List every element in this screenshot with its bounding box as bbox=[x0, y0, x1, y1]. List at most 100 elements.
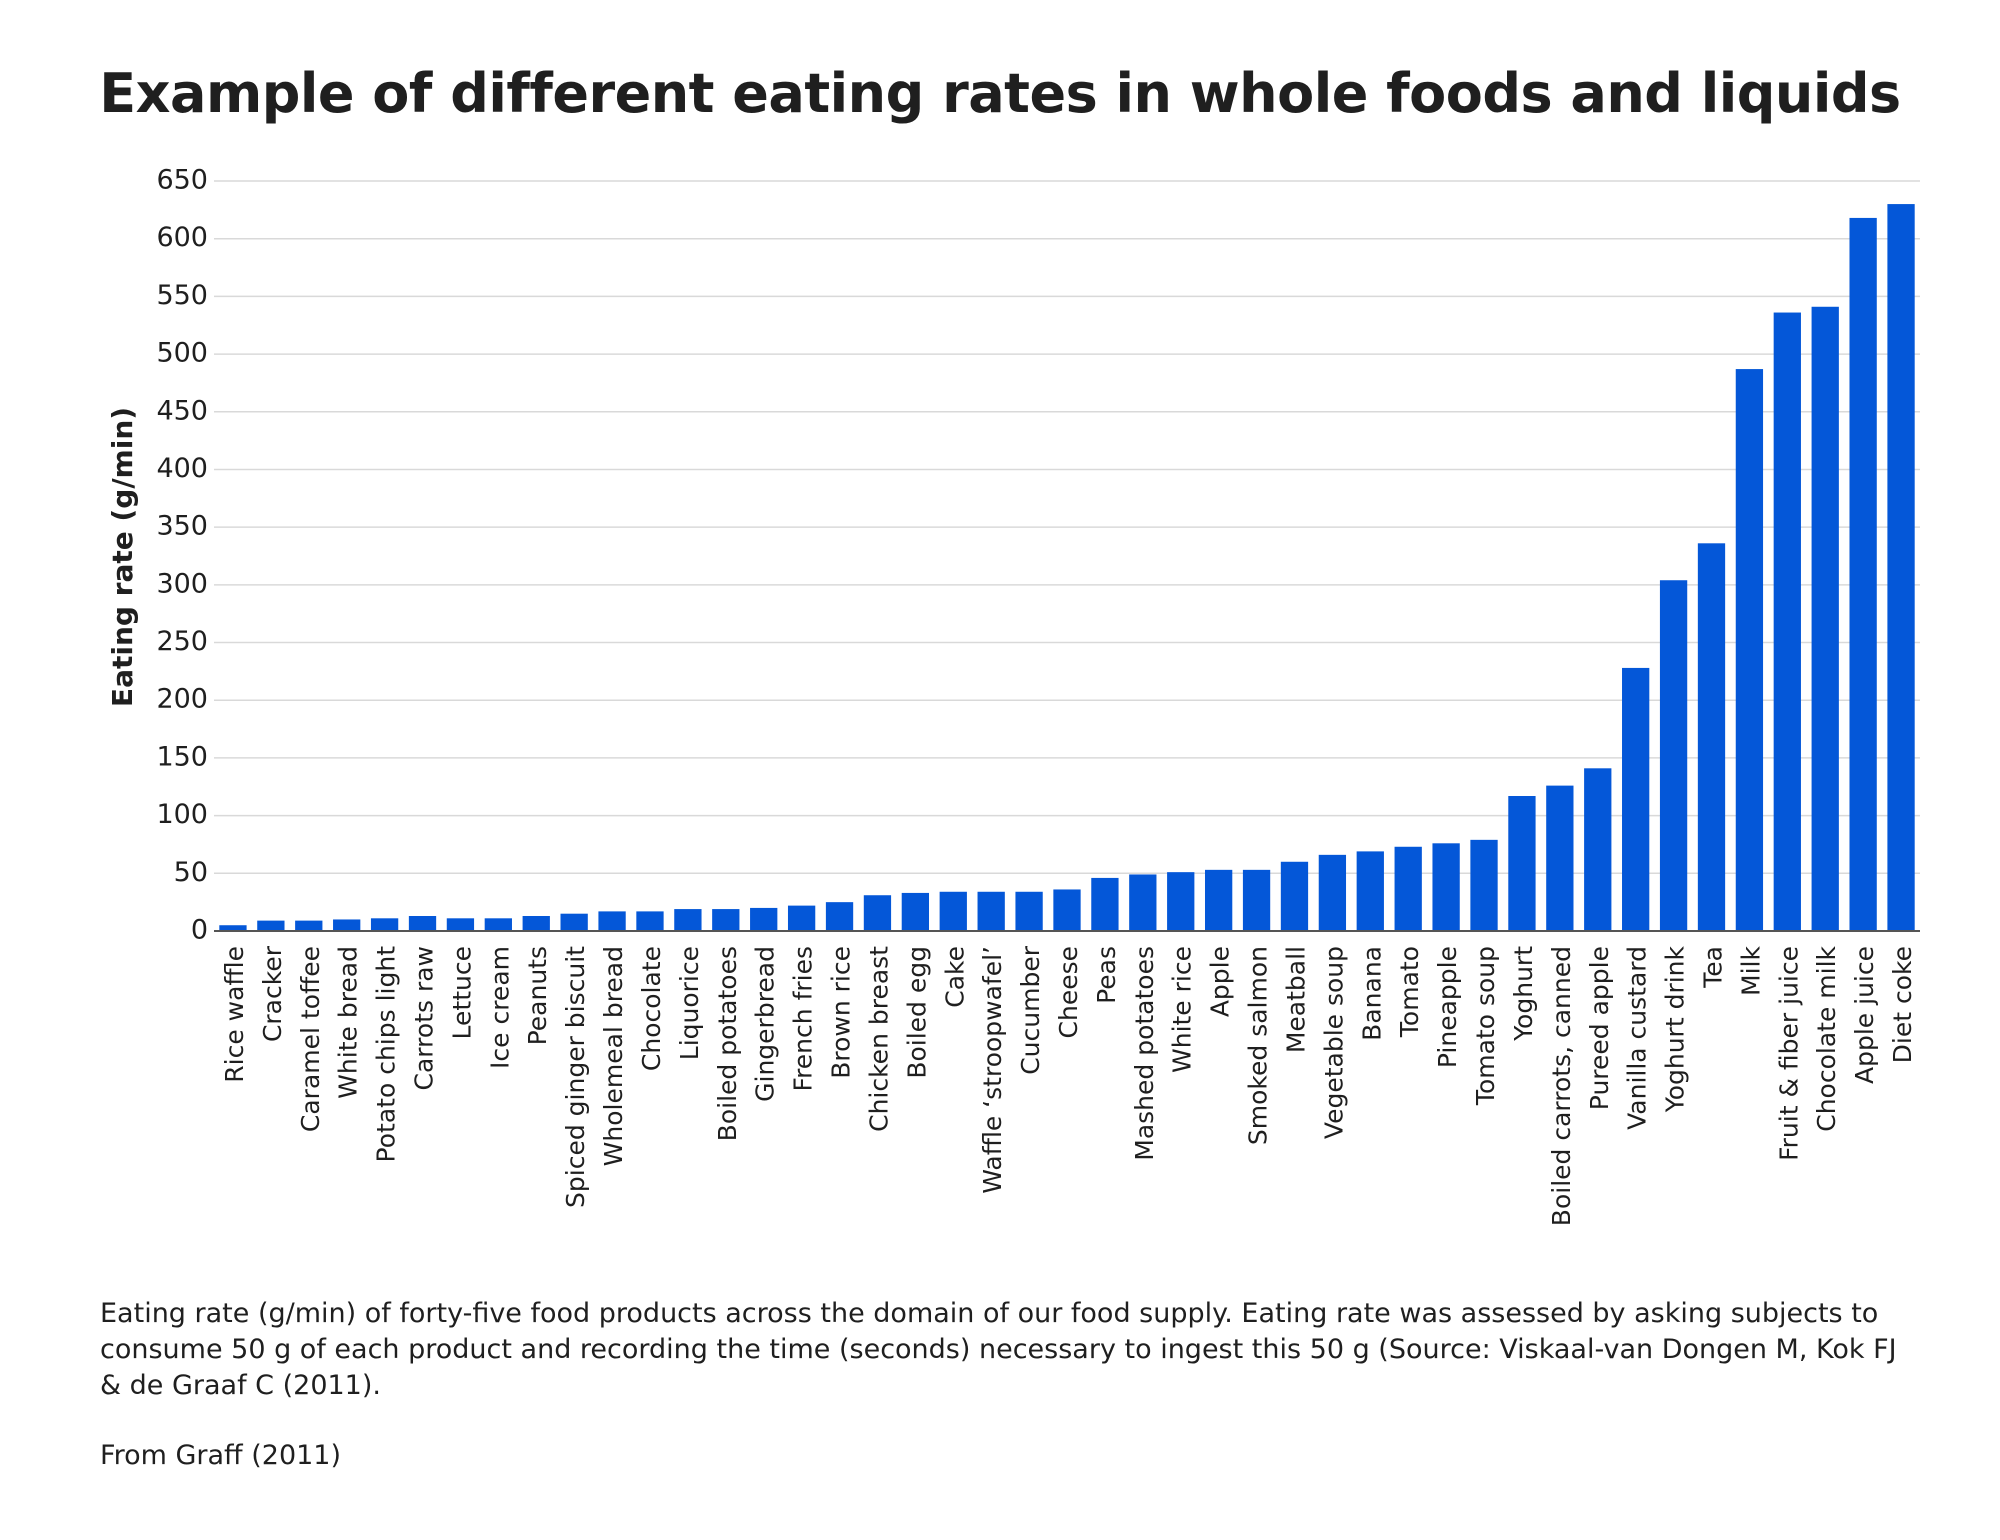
x-tick-label: Boiled egg bbox=[902, 946, 931, 1079]
x-tick-label: Tomato bbox=[1395, 946, 1424, 1038]
bar bbox=[484, 918, 512, 931]
y-tick-label: 100 bbox=[156, 799, 208, 830]
x-tick-label: Boiled carrots, canned bbox=[1547, 946, 1576, 1226]
y-tick-label: 0 bbox=[191, 915, 208, 946]
bar bbox=[1470, 839, 1498, 931]
x-tick-label: Lettuce bbox=[447, 946, 476, 1039]
y-tick-label: 300 bbox=[156, 568, 208, 599]
bar bbox=[863, 895, 892, 931]
bar bbox=[636, 911, 664, 931]
bar bbox=[1394, 846, 1422, 931]
x-tick-label: Chocolate milk bbox=[1812, 945, 1841, 1131]
bar bbox=[825, 902, 854, 931]
bar bbox=[1432, 843, 1460, 931]
x-tick-label: White bread bbox=[334, 946, 363, 1099]
bar bbox=[1204, 869, 1233, 931]
x-tick-label: Pureed apple bbox=[1585, 946, 1614, 1110]
bar bbox=[370, 918, 399, 931]
x-tick-label: Apple bbox=[1206, 946, 1235, 1017]
x-tick-label: Boiled potatoes bbox=[713, 946, 742, 1141]
x-tick-label: Yoghurt bbox=[1509, 946, 1538, 1042]
x-tick-label: Carrots raw bbox=[410, 946, 439, 1090]
x-tick-label: Vegetable soup bbox=[1319, 946, 1348, 1139]
bar bbox=[1508, 796, 1536, 931]
bar bbox=[1849, 217, 1877, 931]
x-tick-label: Cucumber bbox=[1016, 945, 1045, 1074]
x-tick-label: Milk bbox=[1736, 945, 1765, 995]
x-tick-label: Brown rice bbox=[827, 946, 856, 1079]
x-tick-label: Apple juice bbox=[1850, 946, 1879, 1084]
x-tick-label: Smoked salmon bbox=[1244, 946, 1273, 1145]
y-axis-label: Eating rate (g/min) bbox=[106, 407, 139, 707]
bar-chart: 050100150200250300350400450500550600650 … bbox=[106, 165, 1920, 1226]
x-tick-label: White rice bbox=[1168, 946, 1197, 1073]
bar bbox=[598, 911, 626, 931]
bar bbox=[219, 925, 247, 931]
bar bbox=[1887, 204, 1915, 932]
bar bbox=[1697, 543, 1726, 931]
x-tick-label: French fries bbox=[789, 946, 818, 1091]
gridlines bbox=[214, 180, 1920, 875]
x-tick-label: Rice waffle bbox=[220, 946, 249, 1083]
x-tick-label: Wholemeal bread bbox=[599, 946, 628, 1166]
bar bbox=[1242, 869, 1271, 931]
bar bbox=[1015, 891, 1043, 931]
x-tick-label: Liquorice bbox=[675, 946, 704, 1060]
x-tick-label: Tomato soup bbox=[1471, 946, 1500, 1106]
bar bbox=[977, 891, 1005, 931]
y-tick-label: 150 bbox=[156, 741, 208, 772]
y-tick-label: 400 bbox=[156, 453, 208, 484]
bar bbox=[295, 920, 323, 931]
x-tick-label: Cake bbox=[940, 946, 969, 1008]
bar bbox=[1318, 854, 1347, 931]
bar bbox=[446, 918, 475, 931]
x-tick-label: Banana bbox=[1357, 946, 1386, 1041]
y-tick-label: 250 bbox=[156, 626, 208, 657]
bar bbox=[1546, 785, 1574, 931]
x-axis-ticks: Rice waffle Cracker Caramel toffee White br… bbox=[220, 945, 1917, 1226]
x-tick-label: Fruit & fiber juice bbox=[1774, 946, 1803, 1161]
y-tick-label: 600 bbox=[156, 222, 208, 253]
x-tick-label: Pineapple bbox=[1433, 946, 1462, 1068]
bars bbox=[219, 204, 1915, 932]
x-tick-label: Spiced ginger biscuit bbox=[561, 946, 590, 1208]
x-tick-label: Ice cream bbox=[485, 946, 514, 1069]
y-tick-label: 200 bbox=[156, 684, 208, 715]
y-tick-label: 500 bbox=[156, 338, 208, 369]
chart-title: Example of different eating rates in who… bbox=[99, 62, 1901, 125]
bar bbox=[522, 916, 550, 931]
x-tick-label: Cheese bbox=[1054, 946, 1083, 1038]
bar bbox=[1659, 580, 1688, 931]
x-tick-label: Yoghurt drink bbox=[1661, 945, 1690, 1113]
y-tick-label: 350 bbox=[156, 511, 208, 542]
source-note: From Graff (2011) bbox=[100, 1440, 342, 1471]
bar bbox=[712, 909, 740, 931]
bar bbox=[257, 920, 285, 931]
bar bbox=[408, 916, 437, 931]
bar bbox=[1622, 667, 1650, 931]
figure-caption: Eating rate (g/min) of forty-five food p… bbox=[100, 1298, 1897, 1401]
y-axis-ticks: 0 50 100 150 200 250 300 350 400 450 500 550 600 650 bbox=[156, 165, 208, 946]
bar bbox=[901, 892, 930, 931]
x-tick-label: Chocolate bbox=[637, 946, 666, 1071]
x-tick-label: Mashed potatoes bbox=[1130, 946, 1159, 1161]
bar bbox=[1735, 369, 1764, 932]
bar bbox=[674, 909, 702, 931]
bar bbox=[1167, 872, 1195, 931]
y-tick-label: 450 bbox=[156, 395, 208, 426]
x-tick-label: Potato chips light bbox=[372, 946, 401, 1163]
x-tick-label: Diet coke bbox=[1888, 946, 1917, 1063]
bar bbox=[1129, 874, 1157, 931]
bar bbox=[560, 913, 588, 931]
x-tick-label: Peas bbox=[1092, 946, 1121, 1004]
x-tick-label: Peanuts bbox=[523, 946, 552, 1045]
x-tick-label: Gingerbread bbox=[751, 946, 780, 1102]
x-tick-label: Vanilla custard bbox=[1623, 946, 1652, 1130]
x-tick-label: Chicken breast bbox=[864, 946, 893, 1132]
y-tick-label: 550 bbox=[156, 280, 208, 311]
y-tick-label: 50 bbox=[174, 857, 208, 888]
bar bbox=[787, 905, 816, 931]
bar bbox=[1091, 877, 1119, 931]
bar bbox=[1773, 312, 1801, 931]
bar bbox=[1584, 768, 1612, 931]
